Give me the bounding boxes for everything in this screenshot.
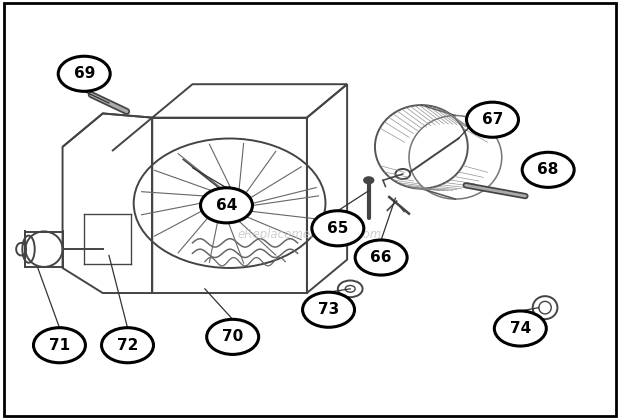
Circle shape: [222, 198, 237, 208]
Text: 74: 74: [510, 321, 531, 336]
Circle shape: [494, 311, 546, 346]
Text: 71: 71: [49, 338, 70, 353]
Circle shape: [355, 240, 407, 275]
Text: 70: 70: [222, 329, 243, 344]
Circle shape: [466, 102, 518, 137]
Circle shape: [200, 188, 252, 223]
Circle shape: [58, 56, 110, 91]
Text: eReplacementParts.com: eReplacementParts.com: [238, 228, 382, 241]
Text: 65: 65: [327, 221, 348, 236]
Text: 73: 73: [318, 302, 339, 317]
Text: 64: 64: [216, 198, 237, 213]
Text: 66: 66: [370, 250, 392, 265]
Text: 68: 68: [538, 162, 559, 177]
Circle shape: [522, 152, 574, 187]
Circle shape: [102, 328, 154, 363]
Circle shape: [364, 177, 374, 184]
Text: 67: 67: [482, 112, 503, 127]
Circle shape: [312, 211, 364, 246]
Text: 72: 72: [117, 338, 138, 353]
Text: 69: 69: [74, 66, 95, 81]
Circle shape: [206, 319, 259, 354]
Circle shape: [33, 328, 86, 363]
Circle shape: [303, 292, 355, 327]
